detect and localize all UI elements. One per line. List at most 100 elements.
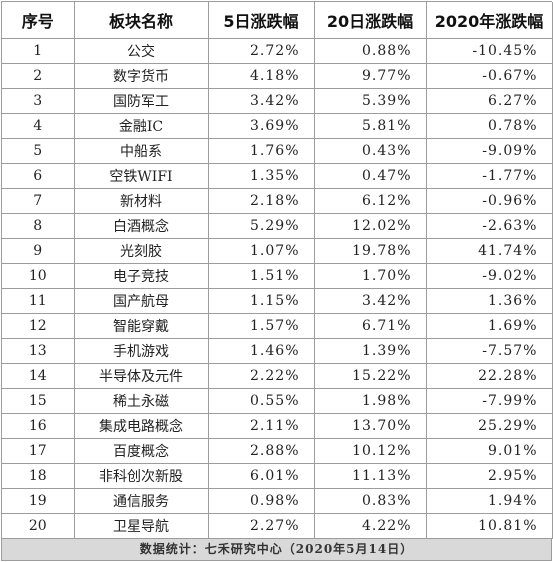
table-row: 7 新材料 2.18% 6.12% -0.96% xyxy=(2,188,553,214)
table-row: 17 百度概念 2.88% 10.12% 9.01% xyxy=(2,438,553,464)
change-5d-cell: 2.88% xyxy=(208,438,315,464)
table-row: 12 智能穿戴 1.57% 6.71% 1.69% xyxy=(2,313,553,339)
change-5d-cell: 6.01% xyxy=(208,463,315,489)
row-index-cell: 5 xyxy=(2,138,75,164)
table-row: 4 金融IC 3.69% 5.81% 0.78% xyxy=(2,113,553,139)
table-row: 8 白酒概念 5.29% 12.02% -2.63% xyxy=(2,213,553,239)
table-row: 11 国产航母 1.15% 3.42% 1.36% xyxy=(2,288,553,314)
change-20d-cell: 6.12% xyxy=(314,188,427,214)
row-index-cell: 13 xyxy=(2,338,75,364)
change-20d-cell: 13.70% xyxy=(314,413,427,439)
change-20d-cell: 0.88% xyxy=(314,38,427,64)
table-row: 14 半导体及元件 2.22% 15.22% 22.28% xyxy=(2,363,553,389)
table-row: 13 手机游戏 1.46% 1.39% -7.57% xyxy=(2,338,553,364)
change-ytd-cell: -9.09% xyxy=(426,138,553,164)
change-5d-cell: 2.22% xyxy=(208,363,315,389)
change-5d-cell: 1.15% xyxy=(208,288,315,314)
change-20d-cell: 5.39% xyxy=(314,88,427,114)
change-5d-cell: 0.55% xyxy=(208,388,315,414)
sector-name-cell: 卫星导航 xyxy=(74,513,209,539)
change-ytd-cell: -0.67% xyxy=(426,63,553,89)
row-index-cell: 9 xyxy=(2,238,75,264)
row-index-cell: 6 xyxy=(2,163,75,189)
row-index-cell: 12 xyxy=(2,313,75,339)
row-index-cell: 18 xyxy=(2,463,75,489)
change-20d-cell: 1.70% xyxy=(314,263,427,289)
table-row: 6 空铁WIFI 1.35% 0.47% -1.77% xyxy=(2,163,553,189)
sector-name-cell: 百度概念 xyxy=(74,438,209,464)
header-5d-change: 5日涨跌幅 xyxy=(208,2,315,39)
row-index-cell: 10 xyxy=(2,263,75,289)
header-20d-change: 20日涨跌幅 xyxy=(314,2,427,39)
table-row: 16 集成电路概念 2.11% 13.70% 25.29% xyxy=(2,413,553,439)
change-20d-cell: 19.78% xyxy=(314,238,427,264)
sector-name-cell: 国防军工 xyxy=(74,88,209,114)
sector-name-cell: 国产航母 xyxy=(74,288,209,314)
row-index-cell: 19 xyxy=(2,488,75,514)
change-5d-cell: 2.18% xyxy=(208,188,315,214)
sector-name-cell: 中船系 xyxy=(74,138,209,164)
change-ytd-cell: 1.36% xyxy=(426,288,553,314)
table-row: 9 光刻胶 1.07% 19.78% 41.74% xyxy=(2,238,553,264)
change-ytd-cell: 25.29% xyxy=(426,413,553,439)
change-ytd-cell: 10.81% xyxy=(426,513,553,539)
header-index: 序号 xyxy=(2,2,75,39)
data-source-footer: 数据统计：七禾研究中心（2020年5月14日） xyxy=(1,538,552,561)
change-ytd-cell: -1.77% xyxy=(426,163,553,189)
change-20d-cell: 10.12% xyxy=(314,438,427,464)
sector-performance-table: 序号 板块名称 5日涨跌幅 20日涨跌幅 2020年涨跌幅 1 公交 2.72% 0.… xyxy=(2,2,553,539)
change-20d-cell: 0.47% xyxy=(314,163,427,189)
change-ytd-cell: -10.45% xyxy=(426,38,553,64)
row-index-cell: 15 xyxy=(2,388,75,414)
table-row: 19 通信服务 0.98% 0.83% 1.94% xyxy=(2,488,553,514)
sector-name-cell: 非科创次新股 xyxy=(74,463,209,489)
change-ytd-cell: 41.74% xyxy=(426,238,553,264)
change-5d-cell: 2.72% xyxy=(208,38,315,64)
change-5d-cell: 1.51% xyxy=(208,263,315,289)
sector-name-cell: 电子竞技 xyxy=(74,263,209,289)
change-20d-cell: 15.22% xyxy=(314,363,427,389)
change-ytd-cell: -7.99% xyxy=(426,388,553,414)
change-ytd-cell: -7.57% xyxy=(426,338,553,364)
row-index-cell: 8 xyxy=(2,213,75,239)
change-20d-cell: 9.77% xyxy=(314,63,427,89)
table-row: 1 公交 2.72% 0.88% -10.45% xyxy=(2,38,553,64)
change-5d-cell: 1.35% xyxy=(208,163,315,189)
header-row: 序号 板块名称 5日涨跌幅 20日涨跌幅 2020年涨跌幅 xyxy=(2,2,553,39)
sector-name-cell: 半导体及元件 xyxy=(74,363,209,389)
row-index-cell: 17 xyxy=(2,438,75,464)
change-ytd-cell: 6.27% xyxy=(426,88,553,114)
change-5d-cell: 1.76% xyxy=(208,138,315,164)
change-ytd-cell: 2.95% xyxy=(426,463,553,489)
sector-name-cell: 手机游戏 xyxy=(74,338,209,364)
sector-name-cell: 光刻胶 xyxy=(74,238,209,264)
change-5d-cell: 3.42% xyxy=(208,88,315,114)
table-row: 10 电子竞技 1.51% 1.70% -9.02% xyxy=(2,263,553,289)
change-ytd-cell: 0.78% xyxy=(426,113,553,139)
change-5d-cell: 1.46% xyxy=(208,338,315,364)
change-20d-cell: 12.02% xyxy=(314,213,427,239)
change-20d-cell: 3.42% xyxy=(314,288,427,314)
change-5d-cell: 3.69% xyxy=(208,113,315,139)
change-ytd-cell: 22.28% xyxy=(426,363,553,389)
sector-name-cell: 稀土永磁 xyxy=(74,388,209,414)
change-20d-cell: 0.83% xyxy=(314,488,427,514)
row-index-cell: 7 xyxy=(2,188,75,214)
table-row: 15 稀土永磁 0.55% 1.98% -7.99% xyxy=(2,388,553,414)
sector-name-cell: 集成电路概念 xyxy=(74,413,209,439)
change-5d-cell: 1.07% xyxy=(208,238,315,264)
change-20d-cell: 4.22% xyxy=(314,513,427,539)
header-sector-name: 板块名称 xyxy=(74,2,209,39)
sector-name-cell: 空铁WIFI xyxy=(74,163,209,189)
change-20d-cell: 5.81% xyxy=(314,113,427,139)
change-ytd-cell: -9.02% xyxy=(426,263,553,289)
sector-name-cell: 白酒概念 xyxy=(74,213,209,239)
change-ytd-cell: 1.94% xyxy=(426,488,553,514)
change-ytd-cell: -2.63% xyxy=(426,213,553,239)
sector-name-cell: 数字货币 xyxy=(74,63,209,89)
sector-name-cell: 智能穿戴 xyxy=(74,313,209,339)
table-row: 18 非科创次新股 6.01% 11.13% 2.95% xyxy=(2,463,553,489)
row-index-cell: 14 xyxy=(2,363,75,389)
row-index-cell: 4 xyxy=(2,113,75,139)
change-20d-cell: 6.71% xyxy=(314,313,427,339)
